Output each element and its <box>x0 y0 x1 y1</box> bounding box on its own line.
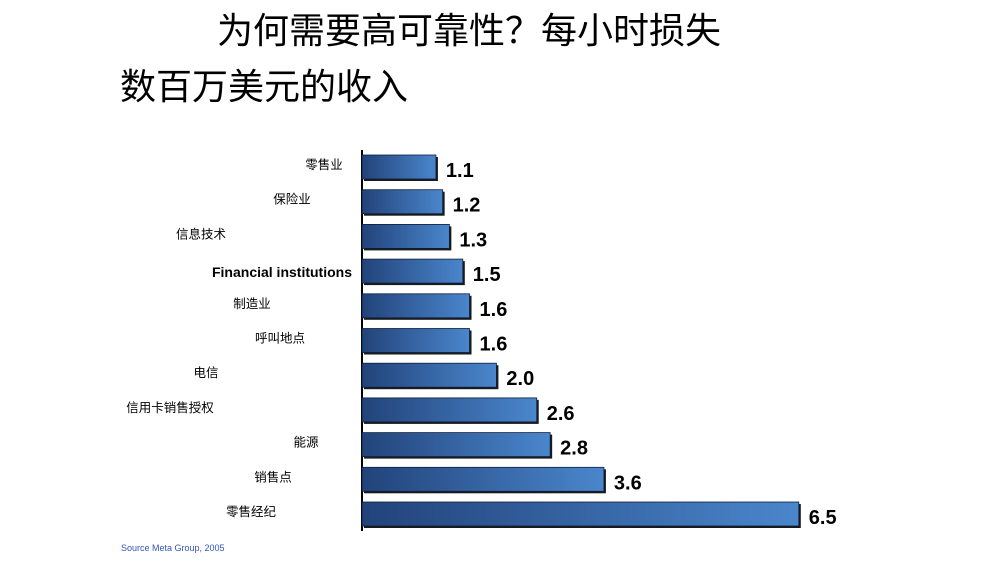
bar <box>361 258 464 284</box>
category-label: 电信 <box>193 365 218 380</box>
value-label: 1.3 <box>459 229 487 251</box>
value-label: 3.6 <box>614 472 642 494</box>
value-label: 1.2 <box>453 195 481 217</box>
category-label: 信息技术 <box>176 226 227 241</box>
category-label: Financial institutions <box>212 264 352 280</box>
category-label: 呼叫地点 <box>255 331 305 346</box>
bar <box>361 501 800 527</box>
value-label: 2.8 <box>560 438 588 460</box>
bar <box>361 328 470 353</box>
bar <box>361 154 437 180</box>
value-label: 6.5 <box>809 507 837 529</box>
value-label: 2.0 <box>506 368 534 390</box>
category-label: 零售业 <box>305 157 343 172</box>
category-label: 销售点 <box>254 469 292 484</box>
value-label: 1.6 <box>480 299 508 321</box>
category-label: 保险业 <box>273 192 311 207</box>
value-label: 1.6 <box>480 334 508 356</box>
bar <box>361 189 444 215</box>
bar <box>361 397 538 423</box>
bar <box>361 466 605 492</box>
bar <box>361 432 551 458</box>
source-note: Source Meta Group, 2005 <box>121 543 225 553</box>
category-label: 能源 <box>293 435 319 450</box>
value-label: 2.6 <box>547 403 575 425</box>
bar <box>361 293 470 319</box>
value-label: 1.5 <box>473 264 501 286</box>
slide-title-line-1: 为何需要高可靠性？每小时损失 <box>217 11 722 52</box>
value-label: 1.1 <box>446 160 474 182</box>
category-label: 制造业 <box>233 296 271 311</box>
category-label: 信用卡销售授权 <box>126 400 214 415</box>
bar <box>361 362 497 388</box>
slide-title-line-2: 数百万美元的收入 <box>120 67 409 108</box>
category-label: 零售经纪 <box>226 504 277 519</box>
bar <box>361 223 450 249</box>
